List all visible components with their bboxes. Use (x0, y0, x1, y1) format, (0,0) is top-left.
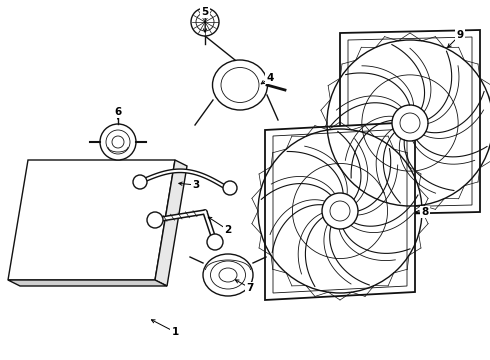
Circle shape (191, 8, 219, 36)
Text: 1: 1 (172, 327, 179, 337)
Circle shape (392, 105, 428, 141)
Text: 6: 6 (114, 107, 122, 117)
Circle shape (100, 124, 136, 160)
Text: 9: 9 (457, 30, 464, 40)
Ellipse shape (203, 254, 253, 296)
Polygon shape (8, 280, 167, 286)
Polygon shape (155, 160, 187, 286)
Circle shape (223, 181, 237, 195)
Polygon shape (265, 122, 415, 300)
Text: 2: 2 (224, 225, 232, 235)
Circle shape (322, 193, 358, 229)
Text: 5: 5 (201, 7, 209, 17)
Text: 3: 3 (193, 180, 199, 190)
Ellipse shape (213, 60, 268, 110)
Polygon shape (340, 30, 480, 215)
Text: 8: 8 (421, 207, 429, 217)
Circle shape (207, 234, 223, 250)
Text: 4: 4 (266, 73, 274, 83)
Circle shape (147, 212, 163, 228)
Text: 7: 7 (246, 283, 254, 293)
Polygon shape (8, 160, 175, 280)
Circle shape (133, 175, 147, 189)
